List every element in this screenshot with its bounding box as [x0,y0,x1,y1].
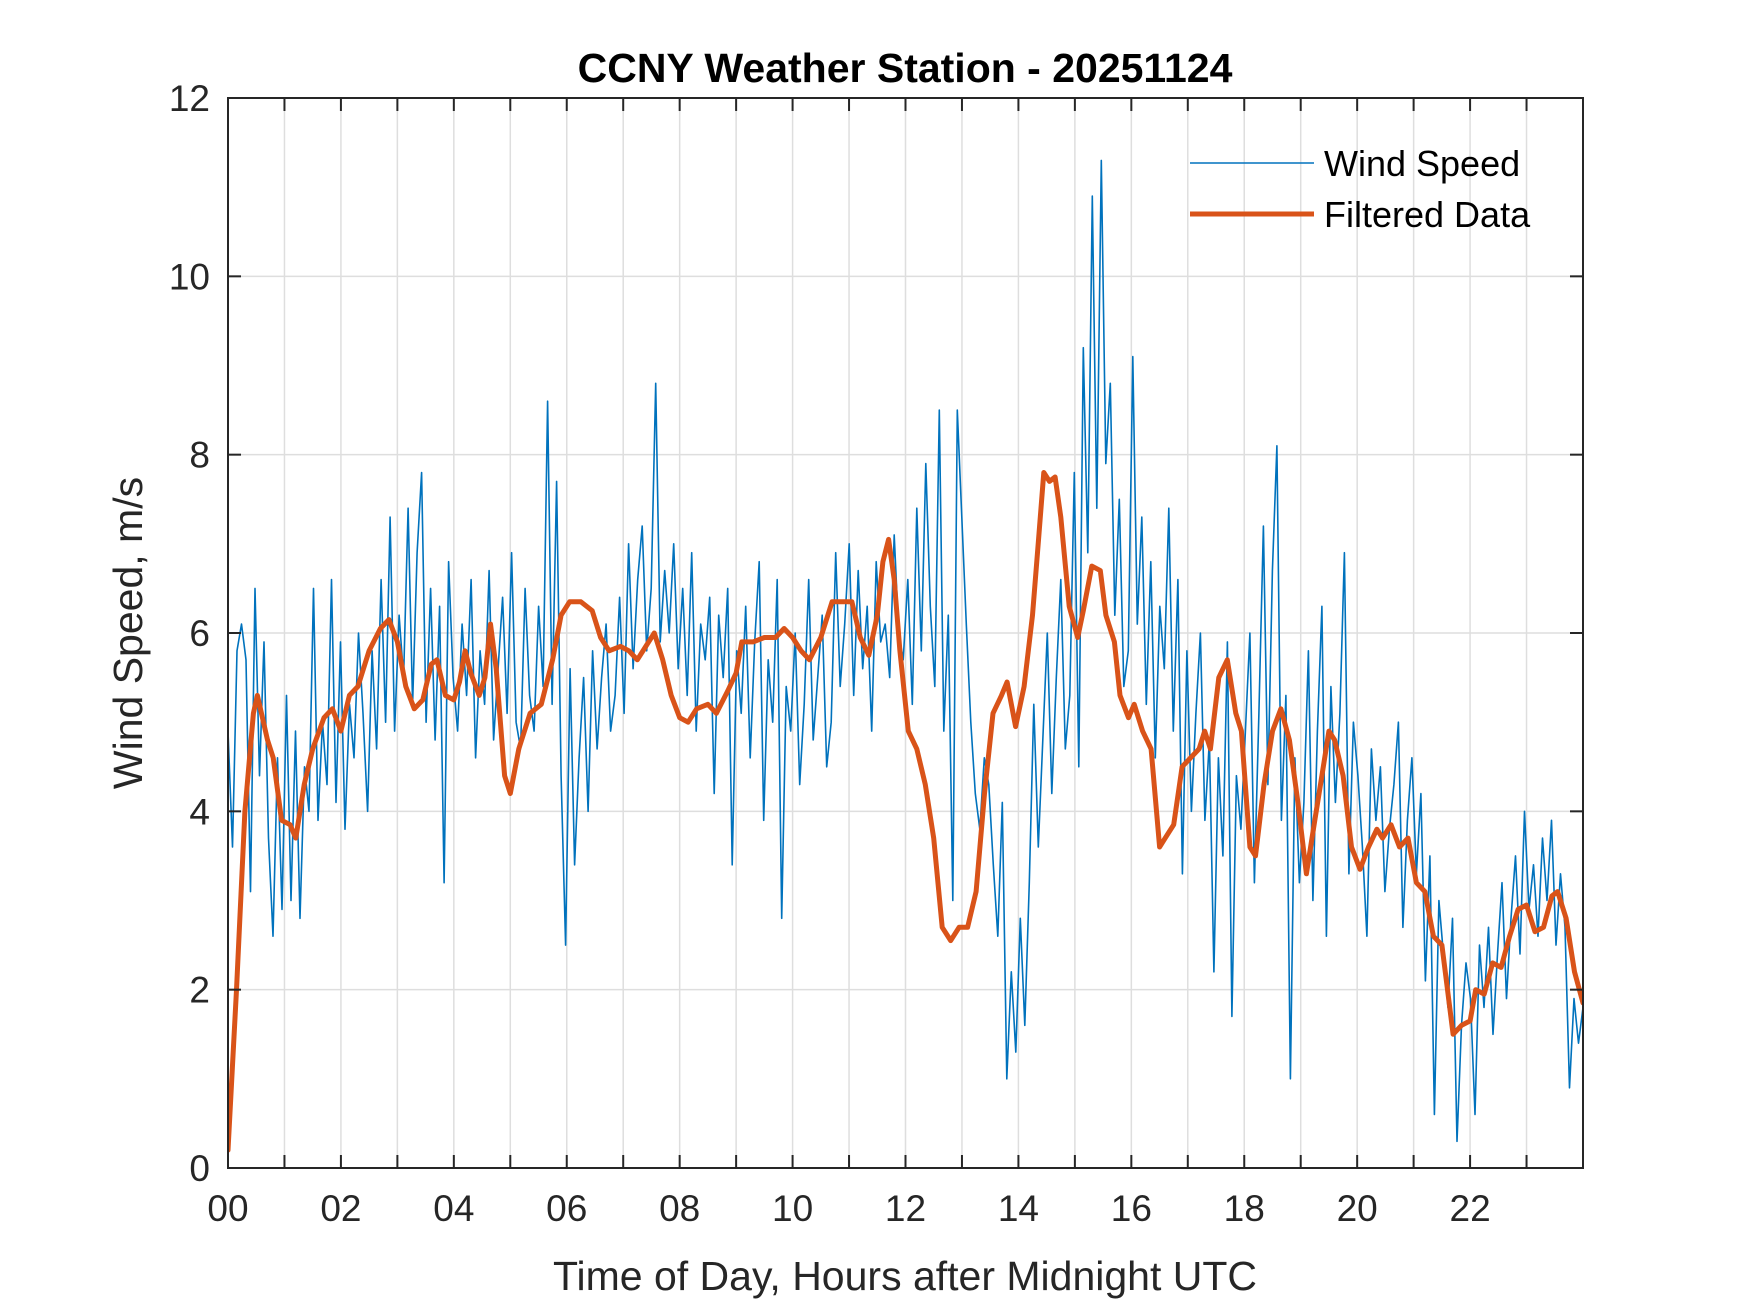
x-axis-label: Time of Day, Hours after Midnight UTC [553,1253,1257,1299]
x-tick-label: 16 [1111,1188,1152,1229]
x-tick-label: 04 [433,1188,474,1229]
x-tick-label: 22 [1450,1188,1491,1229]
y-axis-label: Wind Speed, m/s [105,477,151,789]
x-tick-label: 12 [885,1188,926,1229]
x-tick-label: 14 [998,1188,1039,1229]
filtered-data-line [228,470,1583,1153]
y-tick-label: 8 [189,435,210,476]
y-tick-label: 4 [189,791,210,832]
legend: Wind Speed Filtered Data [1190,143,1531,235]
x-tick-label: 10 [772,1188,813,1229]
axis-ticks [227,97,1583,1169]
wind-speed-line [228,159,1583,1143]
x-tick-label: 18 [1224,1188,1265,1229]
y-tick-labels: 0 2 4 6 8 10 12 [169,78,210,1189]
y-tick-label: 6 [189,613,210,654]
x-tick-labels: 00 02 04 06 08 10 12 14 16 18 20 22 [207,1188,1490,1229]
legend-label-wind-speed: Wind Speed [1324,143,1520,184]
y-tick-label: 2 [189,970,210,1011]
x-tick-label: 06 [546,1188,587,1229]
legend-label-filtered-data: Filtered Data [1324,194,1531,235]
y-tick-label: 10 [169,256,210,297]
y-tick-label: 12 [169,78,210,119]
chart-title: CCNY Weather Station - 20251124 [578,45,1233,91]
x-tick-label: 20 [1337,1188,1378,1229]
x-tick-label: 08 [659,1188,700,1229]
x-tick-label: 00 [207,1188,248,1229]
x-tick-label: 02 [320,1188,361,1229]
y-tick-label: 0 [189,1148,210,1189]
